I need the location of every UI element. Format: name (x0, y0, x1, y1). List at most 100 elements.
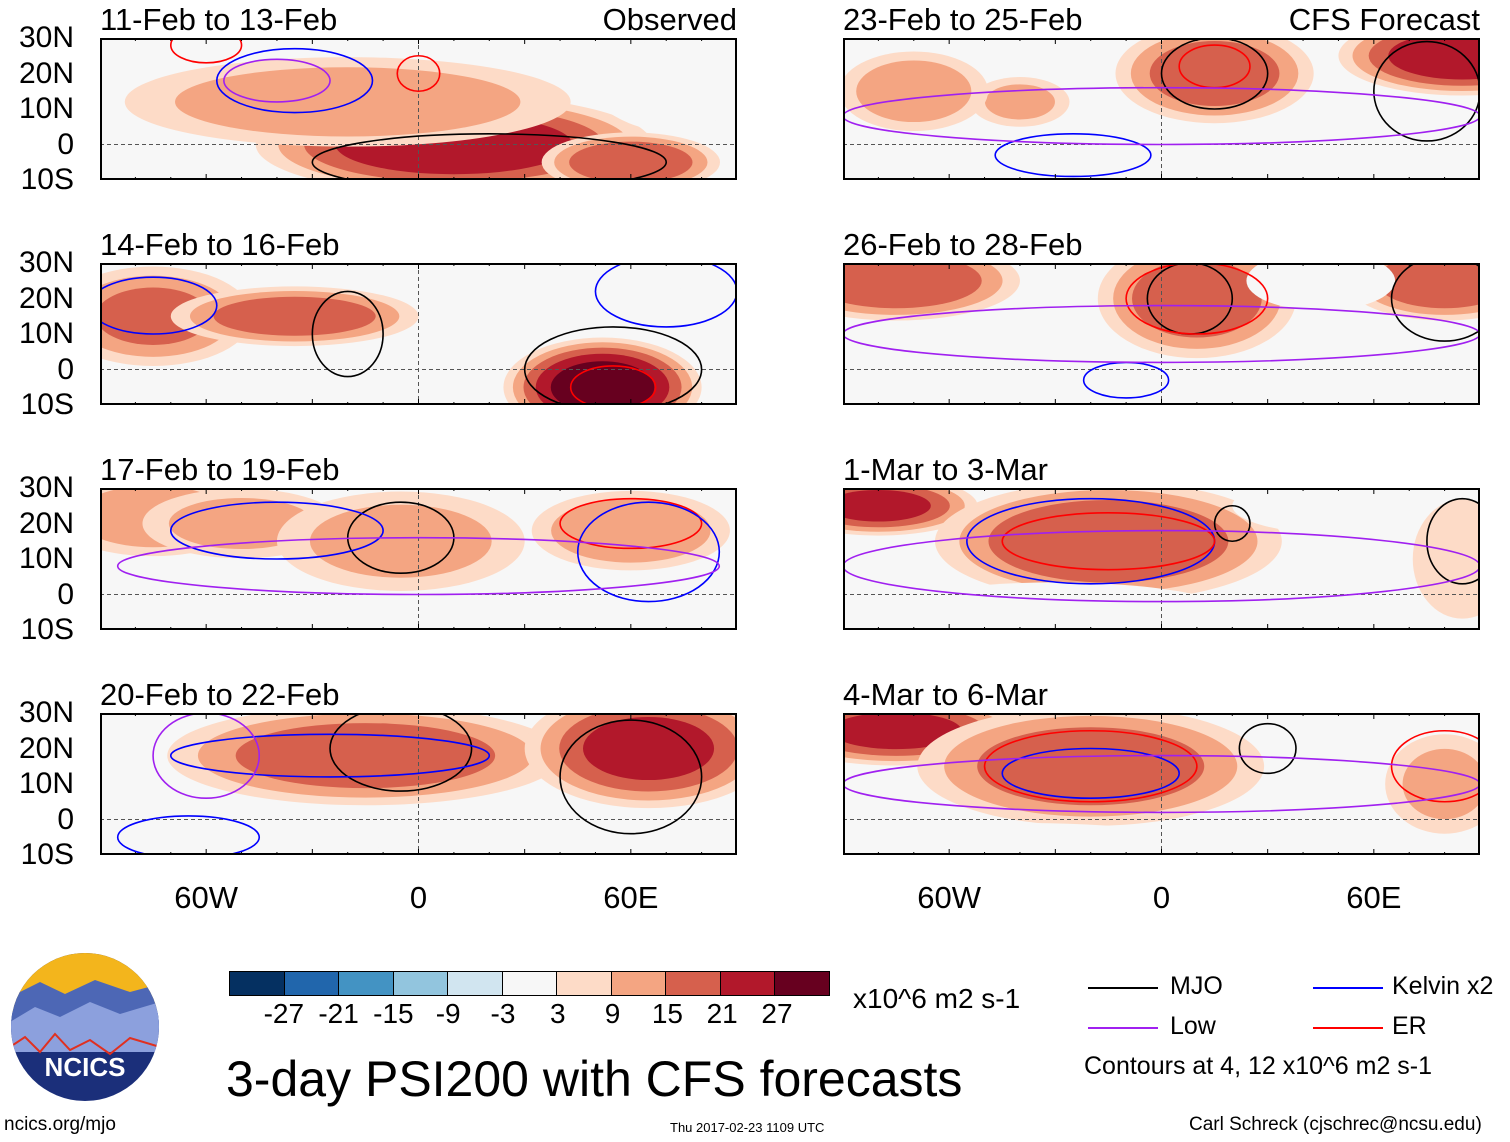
lon-label: 0 (1152, 880, 1171, 915)
lat-label: 30N (18, 246, 74, 279)
colorbar-label: 3 (550, 998, 566, 1029)
panel-title: 4-Mar to 6-Mar (843, 677, 1048, 712)
colorbar (229, 971, 830, 996)
lat-label: 30N (18, 696, 74, 729)
map-panel (843, 713, 1480, 855)
anomaly-shading (489, 263, 631, 293)
colorbar-label: 9 (604, 998, 621, 1029)
colorbar-swatch (557, 972, 612, 995)
lat-label: 10N (18, 542, 74, 575)
legend-line-er (1313, 1027, 1383, 1029)
anomaly-shading (1132, 263, 1262, 338)
panel-frame (843, 713, 1480, 855)
wave-contour (1001, 747, 1180, 800)
wave-contour (100, 276, 218, 335)
legend-line-low (1088, 1027, 1158, 1029)
colorbar-swatch (339, 972, 394, 995)
anomaly-shading (213, 591, 340, 630)
anomaly-shading (843, 263, 982, 309)
colorbar-label: 21 (706, 998, 738, 1029)
anomaly-shading (175, 67, 521, 137)
lat-label: 30N (18, 471, 74, 504)
wave-contour (594, 263, 737, 328)
wave-contour (559, 719, 703, 835)
wave-contour (311, 290, 384, 378)
panel-source-label: Observed (602, 2, 737, 37)
lat-label: 10N (18, 92, 74, 125)
footer-timestamp: Thu 2017-02-23 1109 UTC (670, 1120, 825, 1135)
wave-contour (843, 529, 1480, 603)
panel-frame (843, 263, 1480, 405)
lat-label: 10S (20, 388, 74, 421)
colorbar-swatch (393, 972, 448, 995)
panel-frame (100, 488, 737, 630)
anomaly-shading (1149, 40, 1280, 107)
wave-contour (843, 86, 1480, 146)
anomaly-shading (569, 141, 693, 180)
wave-contour (1390, 729, 1480, 803)
map-panel (843, 488, 1480, 630)
legend-er: ER (1392, 1012, 1427, 1040)
anomaly-shading (977, 727, 1205, 806)
panel-title: 17-Feb to 19-Feb (100, 452, 340, 487)
map-panel (100, 263, 737, 405)
lat-label: 0 (57, 577, 74, 611)
anomaly-shading (973, 137, 1173, 180)
panel-title: 14-Feb to 16-Feb (100, 227, 340, 262)
anomaly-shading (235, 723, 496, 789)
lat-label: 10S (20, 838, 74, 871)
wave-contour (116, 815, 261, 855)
panel-title: 1-Mar to 3-Mar (843, 452, 1048, 487)
wave-contour (559, 497, 703, 550)
wave-contour (1373, 40, 1480, 142)
map-panel (100, 38, 737, 180)
lat-label: 20N (18, 506, 74, 540)
colorbar-label: -15 (373, 998, 414, 1029)
anomaly-shading (843, 823, 1219, 855)
panel-frame (843, 488, 1480, 630)
wave-contour (223, 58, 331, 103)
wave-contour (1213, 504, 1251, 543)
colorbar-units: x10^6 m2 s-1 (853, 983, 1021, 1014)
colorbar-label: -9 (435, 998, 461, 1029)
legend-line-kelvin (1313, 987, 1383, 989)
anomaly-shading (309, 504, 492, 578)
footer-url[interactable]: ncics.org/mjo (4, 1114, 116, 1135)
wave-contour (994, 133, 1152, 178)
anomaly-shading (843, 713, 962, 750)
wave-contour (169, 38, 243, 64)
wave-contour (569, 365, 657, 405)
lat-label: 0 (57, 352, 74, 386)
anomaly-shading (550, 361, 655, 405)
lat-label: 20N (18, 731, 74, 765)
colorbar-label: 27 (761, 998, 793, 1029)
wave-contour (523, 326, 703, 405)
figure-title: 3-day PSI200 with CFS forecasts (226, 1051, 963, 1107)
panel-source-label: CFS Forecast (1288, 2, 1480, 37)
wave-contour (1238, 722, 1297, 775)
legend-kelvin: Kelvin x2 (1392, 972, 1494, 1000)
wave-contour (843, 754, 1480, 814)
wave-contour (329, 713, 473, 792)
anomaly-shading (1388, 38, 1480, 80)
panel-frame (100, 38, 737, 180)
lon-label: 60W (174, 880, 239, 915)
wave-contour (1160, 38, 1269, 110)
wave-contour (311, 133, 667, 180)
lat-label: 30N (18, 21, 74, 54)
legend-mjo: MJO (1170, 972, 1223, 1000)
lat-label: 0 (57, 127, 74, 161)
lat-label: 10S (20, 613, 74, 646)
wave-contour (169, 733, 491, 778)
anomaly-shading (1402, 748, 1480, 820)
panel-title: 26-Feb to 28-Feb (843, 227, 1083, 262)
logo-text: NCICS (45, 1052, 126, 1082)
anomaly-shading (551, 498, 711, 563)
anomaly-shading (582, 716, 715, 781)
anomaly-shading (1263, 263, 1379, 304)
lat-label: 20N (18, 56, 74, 90)
lat-label: 0 (57, 802, 74, 836)
lat-label: 10N (18, 317, 74, 350)
wave-contour (1125, 263, 1269, 335)
colorbar-swatch (448, 972, 503, 995)
